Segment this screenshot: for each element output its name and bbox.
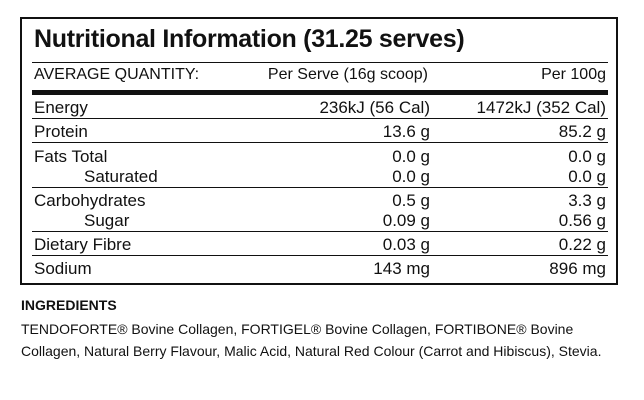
nutrient-name: Carbohydrates [34,191,146,210]
nutrient-row-carbohydrates: Carbohydrates 0.5 g 3.3 g [32,191,608,211]
nutrient-group-carbohydrates: Carbohydrates 0.5 g 3.3 g Sugar 0.09 g 0… [32,191,608,232]
nutrient-group-sodium: Sodium 143 mg 896 mg [32,259,608,279]
title-divider [32,62,608,63]
nutrient-group-fibre: Dietary Fibre 0.03 g 0.22 g [32,235,608,256]
per-100g-value: 0.0 g [568,147,606,166]
header-average-quantity: AVERAGE QUANTITY: [34,66,200,83]
nutrient-name: Saturated [84,167,158,186]
nutrient-group-protein: Protein 13.6 g 85.2 g [32,122,608,143]
header-divider [32,90,608,95]
nutrient-name: Sodium [34,259,92,278]
nutrient-group-energy: Energy 236kJ (56 Cal) 1472kJ (352 Cal) [32,98,608,119]
per-serve-value: 143 mg [373,259,430,278]
per-100g-value: 0.56 g [558,211,606,230]
nutrient-name: Energy [34,98,88,117]
nutrient-row-dietary-fibre: Dietary Fibre 0.03 g 0.22 g [32,235,608,255]
per-serve-value: 0.0 g [392,147,430,166]
nutrient-row-sugar: Sugar 0.09 g 0.56 g [32,211,608,231]
per-100g-value: 85.2 g [558,122,606,141]
per-serve-value: 13.6 g [382,122,430,141]
per-100g-value: 1472kJ (352 Cal) [476,98,606,117]
nutrition-panel: Nutritional Information (31.25 serves) A… [20,17,618,285]
nutrient-row-energy: Energy 236kJ (56 Cal) 1472kJ (352 Cal) [32,98,608,118]
nutrient-row-saturated: Saturated 0.0 g 0.0 g [32,167,608,187]
panel-title: Nutritional Information (31.25 serves) [34,25,465,53]
per-100g-value: 0.0 g [568,167,606,186]
nutrient-name: Dietary Fibre [34,235,132,254]
nutrient-row-sodium: Sodium 143 mg 896 mg [32,259,608,279]
per-100g-value: 896 mg [549,259,606,278]
nutrient-name: Protein [34,122,88,141]
per-serve-value: 0.5 g [392,191,430,210]
nutrient-name: Sugar [84,211,130,230]
per-serve-value: 0.09 g [382,211,430,230]
per-100g-value: 3.3 g [568,191,606,210]
nutrient-row-protein: Protein 13.6 g 85.2 g [32,122,608,142]
per-serve-value: 0.03 g [382,235,430,254]
ingredients-list: TENDOFORTE® Bovine Collagen, FORTIGEL® B… [21,321,602,359]
nutrient-group-fats: Fats Total 0.0 g 0.0 g Saturated 0.0 g 0… [32,147,608,188]
per-serve-value: 0.0 g [392,167,430,186]
header-per-100g: Per 100g [541,66,606,83]
nutrient-name: Fats Total [34,147,108,166]
nutrient-row-fats-total: Fats Total 0.0 g 0.0 g [32,147,608,167]
header-per-serve: Per Serve (16g scoop) [267,66,428,83]
per-serve-value: 236kJ (56 Cal) [319,98,430,117]
per-100g-value: 0.22 g [558,235,606,254]
ingredients-heading: INGREDIENTS [21,297,117,313]
